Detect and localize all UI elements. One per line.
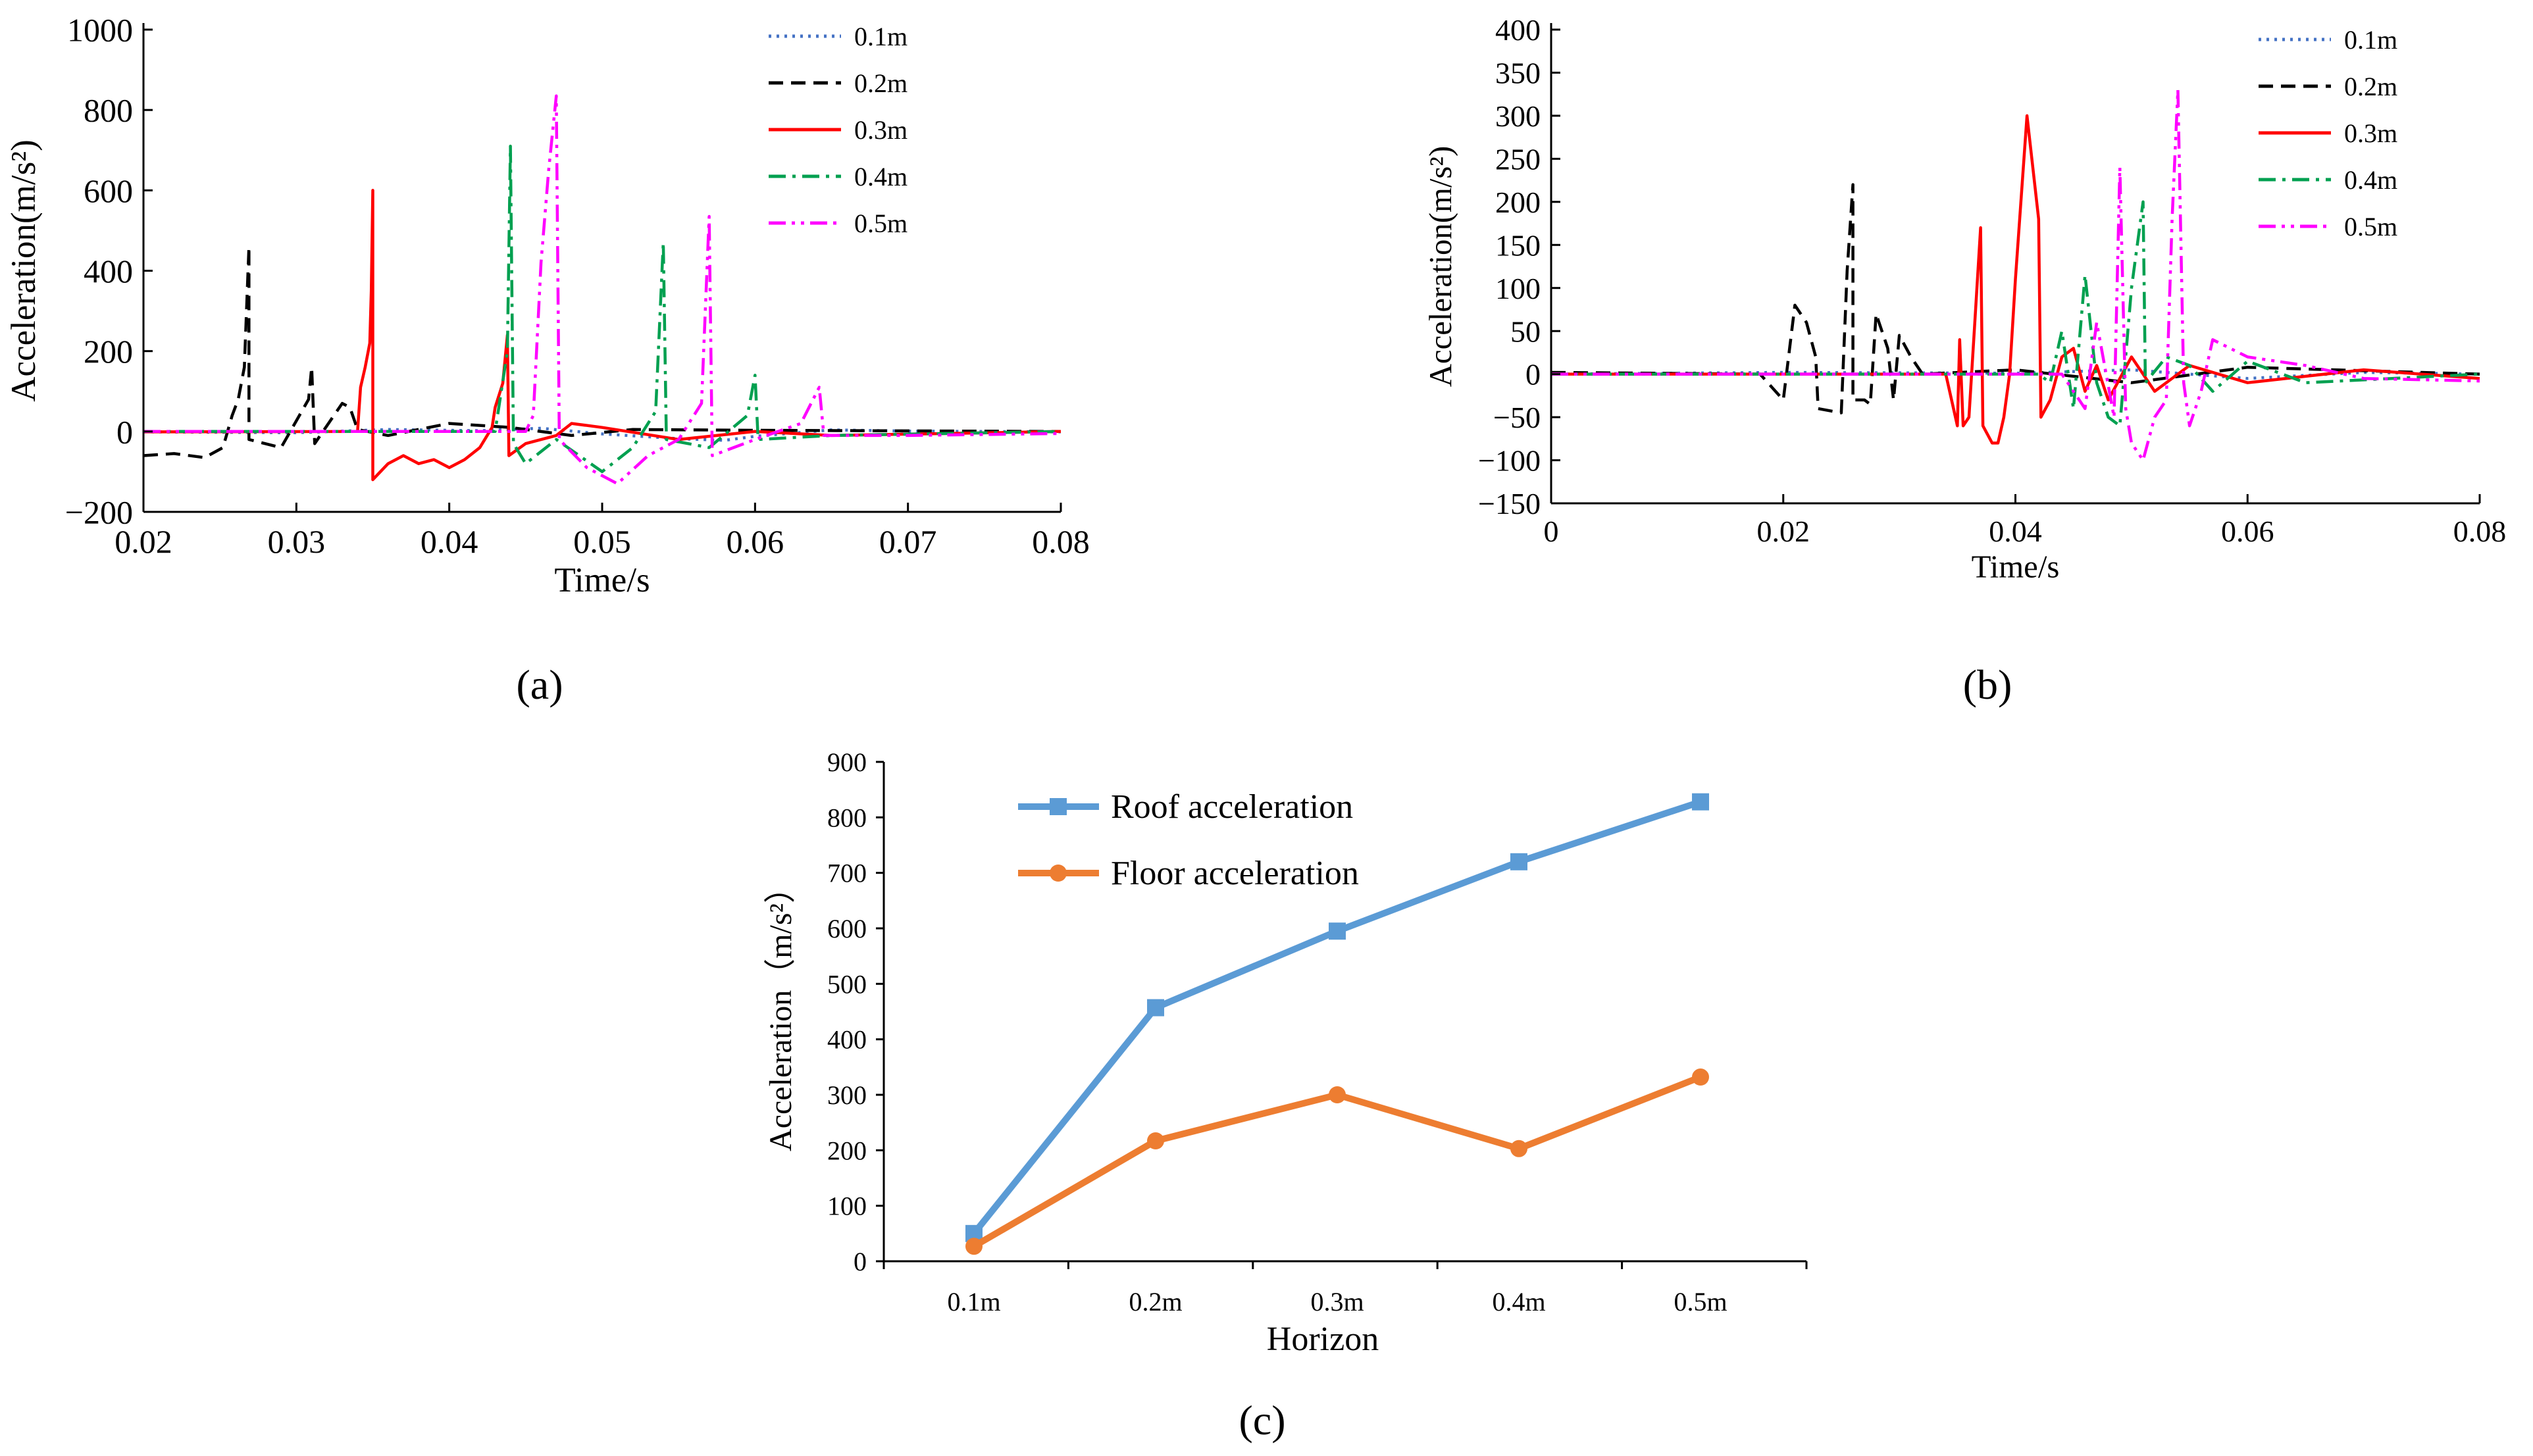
series-line-0.3m: [143, 189, 1062, 482]
legend-label: 0.3m: [854, 115, 908, 145]
y-tick-label: 0: [116, 413, 133, 450]
legend-label: Roof acceleration: [1111, 788, 1353, 826]
panel-c-chart: 0 100 200 300 400 500 600 700 800 900 0.1m 0.2m 0.3m…: [763, 747, 1808, 1358]
series-line-0.2m: [143, 245, 1062, 459]
legend-label: 0.5m: [854, 209, 908, 238]
x-tick-label: 0.2m: [1129, 1287, 1182, 1317]
series-line-0.4m: [1551, 200, 2480, 428]
y-tick-label: 100: [1495, 272, 1541, 305]
panel-b-chart: 0 0.02 0.04 0.06 0.08 −150 −100 −50 0 50 100 150 200…: [1423, 13, 2507, 585]
series-line-0.5m: [1551, 88, 2480, 462]
y-tick-label: 400: [84, 253, 133, 289]
data-point: [1329, 922, 1346, 940]
y-tick-label: 200: [84, 333, 133, 370]
x-tick-label: 0.04: [1989, 515, 2042, 548]
data-point: [1147, 1132, 1164, 1149]
y-tick-label: 1000: [67, 12, 133, 49]
x-tick-label: 0.05: [573, 523, 631, 560]
data-point: [1147, 999, 1164, 1017]
y-tick-label: −50: [1493, 401, 1541, 434]
panel-c-caption: (c): [1239, 1397, 1285, 1443]
data-point: [1692, 1068, 1709, 1086]
legend-label: 0.2m: [854, 68, 908, 98]
legend-marker: [1050, 865, 1067, 882]
panel-b-caption: (b): [1963, 661, 2012, 708]
series-line-0.5m: [143, 94, 1062, 486]
x-tick-label: 0.08: [2453, 515, 2507, 548]
y-tick-label: 700: [827, 859, 867, 888]
y-tick-label: 150: [1495, 228, 1541, 262]
x-tick-label: 0.1m: [947, 1287, 1000, 1317]
x-tick-label: 0.5m: [1674, 1287, 1727, 1317]
x-tick-label: 0.02: [115, 523, 172, 560]
y-tick-label: 800: [827, 803, 867, 832]
y-tick-label: 400: [1495, 13, 1541, 47]
x-tick-label: 0.06: [727, 523, 784, 560]
y-axis-label: Acceleration(m/s²): [5, 139, 43, 401]
y-tick-label: −100: [1478, 444, 1541, 478]
y-tick-label: 200: [827, 1136, 867, 1165]
y-tick-label: 100: [827, 1192, 867, 1221]
legend-label: Floor acceleration: [1111, 855, 1359, 892]
x-axis-label: Horizon: [1267, 1320, 1379, 1358]
panel-a-chart: 0.02 0.03 0.04 0.05 0.06 0.07 0.08 −200 0 200 400 6…: [5, 12, 1090, 600]
y-tick-label: 0: [854, 1247, 867, 1276]
y-axis-label: Acceleration（m/s²）: [763, 872, 798, 1151]
legend-label: 0.4m: [2344, 165, 2397, 195]
x-tick-label: 0.08: [1032, 523, 1090, 560]
y-tick-label: 200: [1495, 186, 1541, 219]
y-tick-label: 350: [1495, 57, 1541, 90]
data-point: [1692, 793, 1709, 811]
x-axis-label: Time/s: [554, 561, 650, 599]
panel-a-caption: (a): [516, 661, 563, 708]
series-line-0.3m: [1551, 114, 2480, 445]
y-tick-label: 600: [84, 172, 133, 209]
x-tick-label: 0.02: [1757, 515, 1810, 548]
y-tick-label: 600: [827, 914, 867, 943]
y-tick-label: 300: [827, 1080, 867, 1110]
y-tick-label: 0: [1525, 358, 1541, 391]
y-tick-label: 500: [827, 969, 867, 999]
y-tick-label: 900: [827, 747, 867, 777]
legend-marker: [1050, 798, 1067, 815]
x-tick-label: 0.3m: [1310, 1287, 1364, 1317]
legend-label: 0.4m: [854, 162, 908, 191]
legend-label: 0.2m: [2344, 72, 2397, 101]
x-axis-label: Time/s: [1972, 549, 2060, 585]
data-point: [965, 1238, 983, 1255]
y-tick-label: 50: [1510, 314, 1541, 348]
y-tick-label: 250: [1495, 142, 1541, 176]
x-tick-label: 0.04: [421, 523, 478, 560]
series-line-0.2m: [1550, 183, 2480, 414]
y-tick-label: 400: [827, 1025, 867, 1055]
x-tick-label: 0.06: [2221, 515, 2274, 548]
y-tick-label: −150: [1478, 487, 1541, 520]
y-tick-label: 300: [1495, 99, 1541, 133]
x-tick-label: 0.4m: [1492, 1287, 1545, 1317]
series-line-0.4m: [143, 144, 1062, 474]
legend-label: 0.1m: [2344, 25, 2397, 55]
data-point: [1510, 1140, 1527, 1157]
x-tick-label: 0.03: [268, 523, 326, 560]
y-tick-label: 800: [84, 92, 133, 129]
legend-label: 0.5m: [2344, 212, 2397, 241]
x-tick-label: 0.07: [879, 523, 937, 560]
y-axis-label: Acceleration(m/s²): [1423, 146, 1458, 388]
data-point: [1329, 1086, 1346, 1103]
data-point: [1510, 853, 1527, 870]
legend-label: 0.1m: [854, 22, 908, 51]
x-tick-label: 0: [1544, 515, 1559, 548]
y-tick-label: −200: [65, 494, 133, 531]
legend-label: 0.3m: [2344, 118, 2397, 148]
